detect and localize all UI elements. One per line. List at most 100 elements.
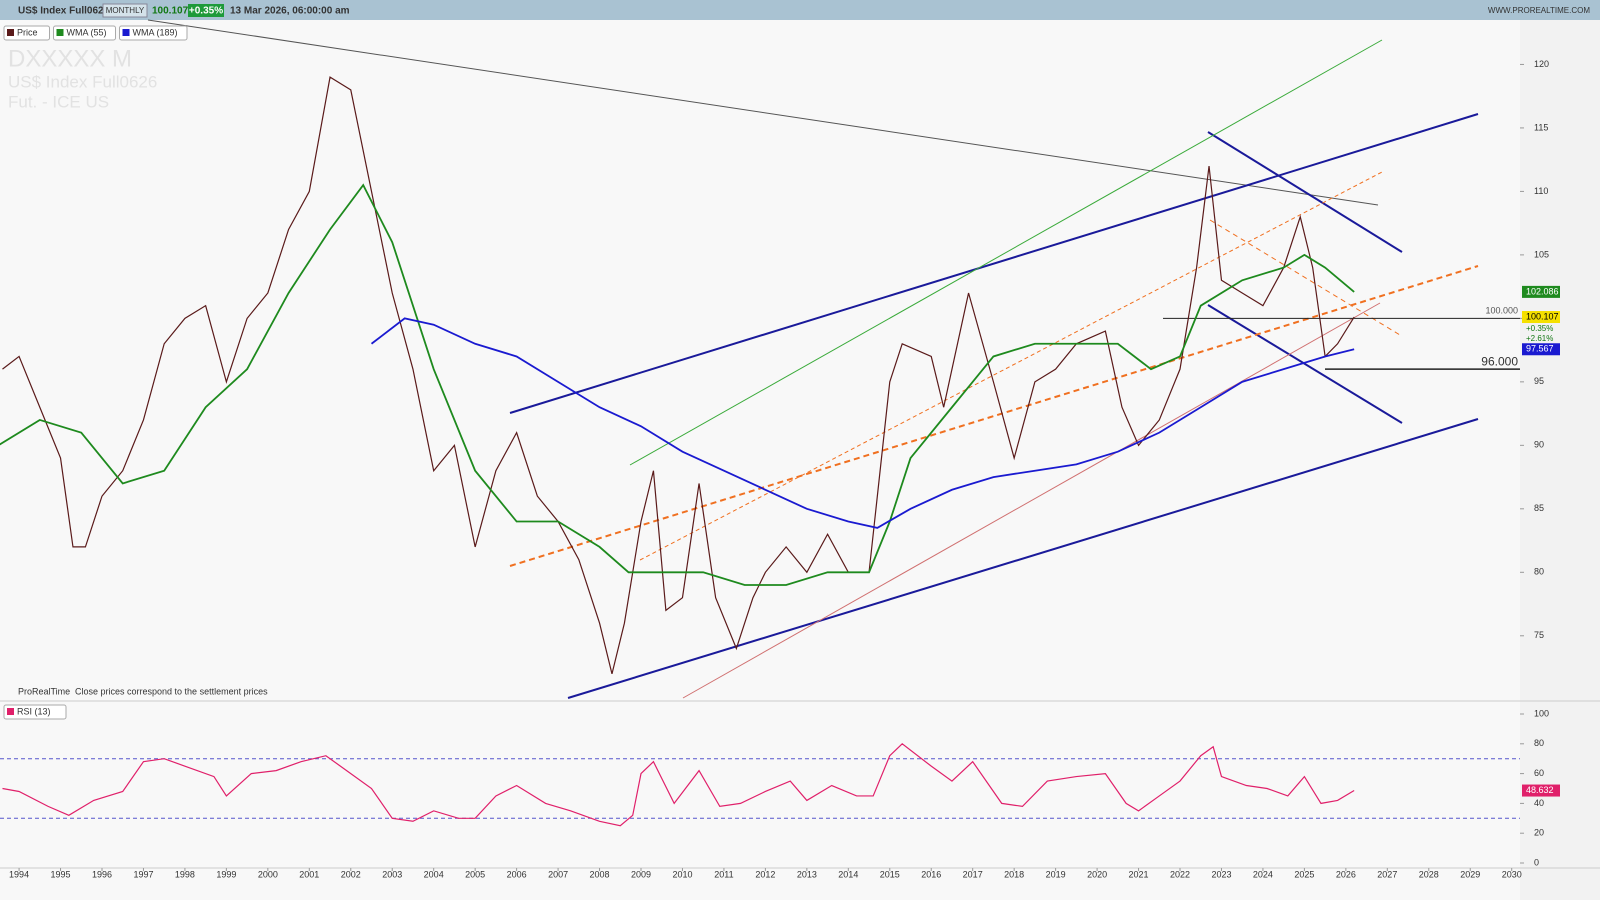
x-tick-label: 1994 [9,869,29,879]
x-tick-label: 2027 [1377,869,1397,879]
x-tick-label: 2007 [548,869,568,879]
legend-label: WMA (55) [67,27,107,37]
badge-note: +2.61% [1526,334,1553,343]
y-tick-label: 80 [1534,567,1544,577]
drawings [147,19,1479,699]
legend-label: RSI (13) [17,706,51,716]
footer-note: Close prices correspond to the settlemen… [75,686,268,696]
change-box [188,4,224,17]
x-tick-label: 2003 [382,869,402,879]
site: WWW.PROREALTIME.COM [1488,6,1590,15]
x-tick-label: 2026 [1336,869,1356,879]
trendline[interactable] [147,19,1379,206]
legend-swatch [56,29,64,36]
y-tick-label: 40 [1534,798,1544,808]
x-tick-label: 2028 [1419,869,1439,879]
x-tick-label: 1997 [133,869,153,879]
x-tick-label: 2025 [1294,869,1314,879]
x-tick-label: 2012 [755,869,775,879]
series-line [370,317,1355,529]
x-tick-label: 2011 [714,869,733,879]
y-tick-label: 85 [1534,503,1544,513]
x-tick-label: 1999 [216,869,236,879]
x-tick-label: 2006 [507,869,527,879]
legend-item[interactable] [3,704,67,720]
x-tick-label: 2023 [1211,869,1231,879]
legend-item[interactable] [3,25,50,41]
falling-lower[interactable] [1207,304,1403,424]
value-badge-label: 102.086 [1526,286,1559,296]
legend-label: Price [17,27,38,37]
value-badge [1522,311,1560,324]
change: +0.35% [189,6,223,17]
legend-swatch [7,708,14,715]
series-line [2,743,1355,827]
green-line[interactable] [629,39,1383,466]
x-tick-label: 2002 [341,869,361,879]
x-tick-label: 2020 [1087,869,1107,879]
x-tick-label: 2029 [1460,869,1480,879]
x-tick-label: 2008 [590,869,610,879]
y-tick-label: 75 [1534,630,1544,640]
value-badge [1522,285,1560,298]
x-tick-label: 1995 [51,869,71,879]
orange-dashed-down[interactable] [1209,219,1401,336]
y-tick-label: 115 [1534,122,1548,132]
x-tick-label: 2021 [1129,869,1149,879]
brand: ProRealTime [18,686,70,696]
value-badge-label: 97.567 [1526,344,1554,354]
x-tick-label: 2009 [631,869,651,879]
legend-item[interactable] [119,25,188,41]
orange-dashed[interactable] [509,265,1479,567]
y-tick-label: 105 [1534,249,1549,259]
y-tick-label: 90 [1534,440,1544,450]
y-tick-label: 110 [1534,186,1548,196]
y-tick-label: 60 [1534,768,1544,778]
watermark: US$ Index Full0626 [8,72,157,91]
period[interactable]: MONTHLY [106,6,145,15]
y-tick-label: 100 [1534,708,1549,718]
x-tick-label: 2022 [1170,869,1190,879]
red-line[interactable] [682,302,1381,699]
legend-swatch [7,29,14,36]
value-badge-label: 48.632 [1526,785,1554,795]
legend-swatch [122,29,130,36]
level-label: 100.000 [1485,306,1518,316]
period-box[interactable] [102,3,148,18]
x-tick-label: 2024 [1253,869,1273,879]
series-line [2,76,1355,675]
x-tick-label: 1996 [92,869,112,879]
x-tick-label: 2019 [1046,869,1066,879]
y-tick-label: 80 [1534,738,1544,748]
x-tick-label: 2010 [672,869,692,879]
y-tick-label: 20 [1534,828,1544,838]
falling-upper[interactable] [1207,131,1403,253]
symbol[interactable]: US$ Index Full0626 [18,6,110,17]
x-tick-label: 2013 [797,869,817,879]
x-tick-label: 1998 [175,869,195,879]
x-tick-label: 2004 [424,869,444,879]
last-price: 100.107 [152,6,189,17]
header-bar [0,0,1600,20]
x-tick-label: 2017 [963,869,983,879]
x-tick-label: 2016 [921,869,941,879]
axis-strip [1520,20,1600,900]
y-tick-label: 120 [1534,59,1549,69]
badge-change: +0.35% [1526,324,1553,333]
date: 13 Mar 2026, 06:00:00 am [230,6,350,17]
x-tick-label: 2018 [1004,869,1024,879]
x-tick-label: 2001 [299,869,319,879]
series-line [0,183,1355,586]
watermark: Fut. - ICE US [8,92,109,111]
legend-item[interactable] [53,25,116,41]
legend-label: WMA (189) [133,27,178,37]
level-label: 96.000 [1481,354,1518,368]
x-tick-label: 2005 [465,869,485,879]
watermark: DXXXXX M [8,45,132,72]
x-tick-label: 2000 [258,869,278,879]
x-tick-label: 2030 [1502,869,1522,879]
x-tick-label: 2015 [880,869,900,879]
channel-upper[interactable] [509,113,1479,414]
channel-lower[interactable] [567,418,1479,699]
